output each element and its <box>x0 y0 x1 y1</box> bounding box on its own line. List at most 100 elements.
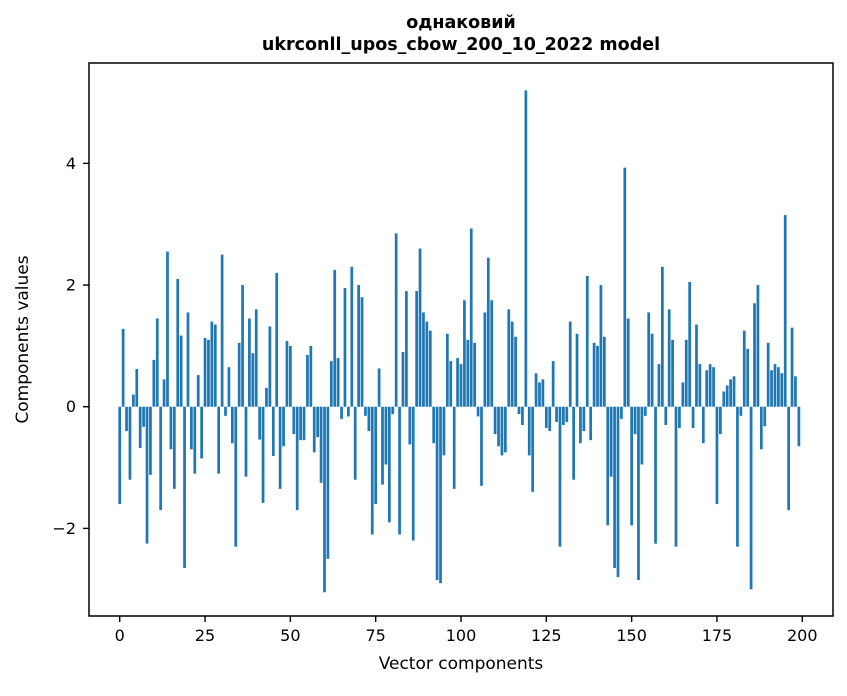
bar <box>541 379 545 407</box>
bar <box>135 369 139 407</box>
bar <box>606 406 610 526</box>
bar <box>377 368 381 407</box>
bar <box>517 406 521 415</box>
bar <box>217 406 221 474</box>
bar <box>715 406 719 505</box>
bar <box>428 330 432 407</box>
bar <box>650 333 654 407</box>
bar <box>166 251 169 407</box>
bar <box>227 367 231 407</box>
bar <box>207 339 210 407</box>
bar <box>678 406 681 429</box>
bar <box>613 406 616 568</box>
bar <box>637 406 640 581</box>
bar <box>295 406 299 511</box>
bar <box>162 379 166 407</box>
bar <box>408 406 412 445</box>
bar <box>797 406 801 447</box>
bar <box>582 406 586 432</box>
bar <box>643 406 647 416</box>
bar <box>439 406 442 584</box>
bar <box>237 342 241 407</box>
bar <box>790 327 794 407</box>
bar <box>333 269 337 407</box>
bar <box>288 345 292 407</box>
bar <box>555 406 558 422</box>
bar <box>527 406 531 456</box>
bar <box>763 406 767 427</box>
bar <box>145 406 149 544</box>
bar <box>203 337 207 407</box>
bar <box>705 370 709 407</box>
bar <box>278 406 282 489</box>
bar <box>504 406 507 453</box>
bar <box>172 406 176 489</box>
bar <box>579 406 582 444</box>
bar <box>415 291 418 407</box>
bar <box>159 406 163 511</box>
bar <box>179 335 183 407</box>
bar <box>589 406 593 441</box>
bar <box>521 406 524 425</box>
bar <box>302 406 306 441</box>
bar <box>794 376 797 407</box>
x-axis: 0 25 50 75 100 125 150 175 200 <box>115 616 818 645</box>
bar <box>138 406 142 449</box>
y-tick-label: 2 <box>66 276 76 295</box>
bar <box>306 355 309 407</box>
bar <box>155 318 159 407</box>
bar <box>364 406 367 416</box>
bar <box>254 309 258 407</box>
bar <box>459 364 463 407</box>
bar <box>531 406 535 492</box>
bar <box>275 272 279 407</box>
bar <box>118 406 122 505</box>
bar <box>640 406 644 465</box>
bar <box>374 406 378 505</box>
bar <box>220 254 224 407</box>
bar <box>732 376 736 407</box>
bar <box>261 406 265 503</box>
bar <box>657 364 661 407</box>
bar <box>722 391 726 407</box>
x-tick-label: 125 <box>531 626 562 645</box>
bar <box>691 406 695 429</box>
bar <box>473 342 477 407</box>
bar <box>435 406 439 581</box>
bar <box>534 373 538 407</box>
bar <box>626 318 630 407</box>
bar <box>323 406 326 593</box>
bar <box>712 367 715 407</box>
bar <box>452 406 456 489</box>
bar <box>753 303 756 407</box>
bar <box>596 345 599 407</box>
bar <box>548 406 552 432</box>
bars-group <box>118 90 801 593</box>
bar <box>432 406 436 444</box>
bar <box>766 342 770 407</box>
bar <box>565 406 569 422</box>
bar <box>783 215 787 407</box>
x-tick-label: 200 <box>787 626 818 645</box>
chart-title-line1: однаковий <box>406 13 516 33</box>
bar <box>575 333 579 407</box>
bar <box>282 406 285 447</box>
bar <box>149 406 152 475</box>
bar <box>230 406 234 444</box>
x-tick-label: 175 <box>702 626 733 645</box>
bar <box>688 282 692 407</box>
bar <box>258 406 262 440</box>
bar <box>312 406 316 453</box>
bar <box>370 406 374 535</box>
bar <box>241 285 244 407</box>
bar <box>319 406 323 483</box>
bar <box>381 406 384 485</box>
bar <box>746 348 750 407</box>
bar <box>698 364 702 407</box>
bar <box>620 406 623 419</box>
bar <box>739 406 743 416</box>
bar <box>701 406 705 444</box>
bar <box>742 330 746 407</box>
y-tick-label: 0 <box>66 397 76 416</box>
